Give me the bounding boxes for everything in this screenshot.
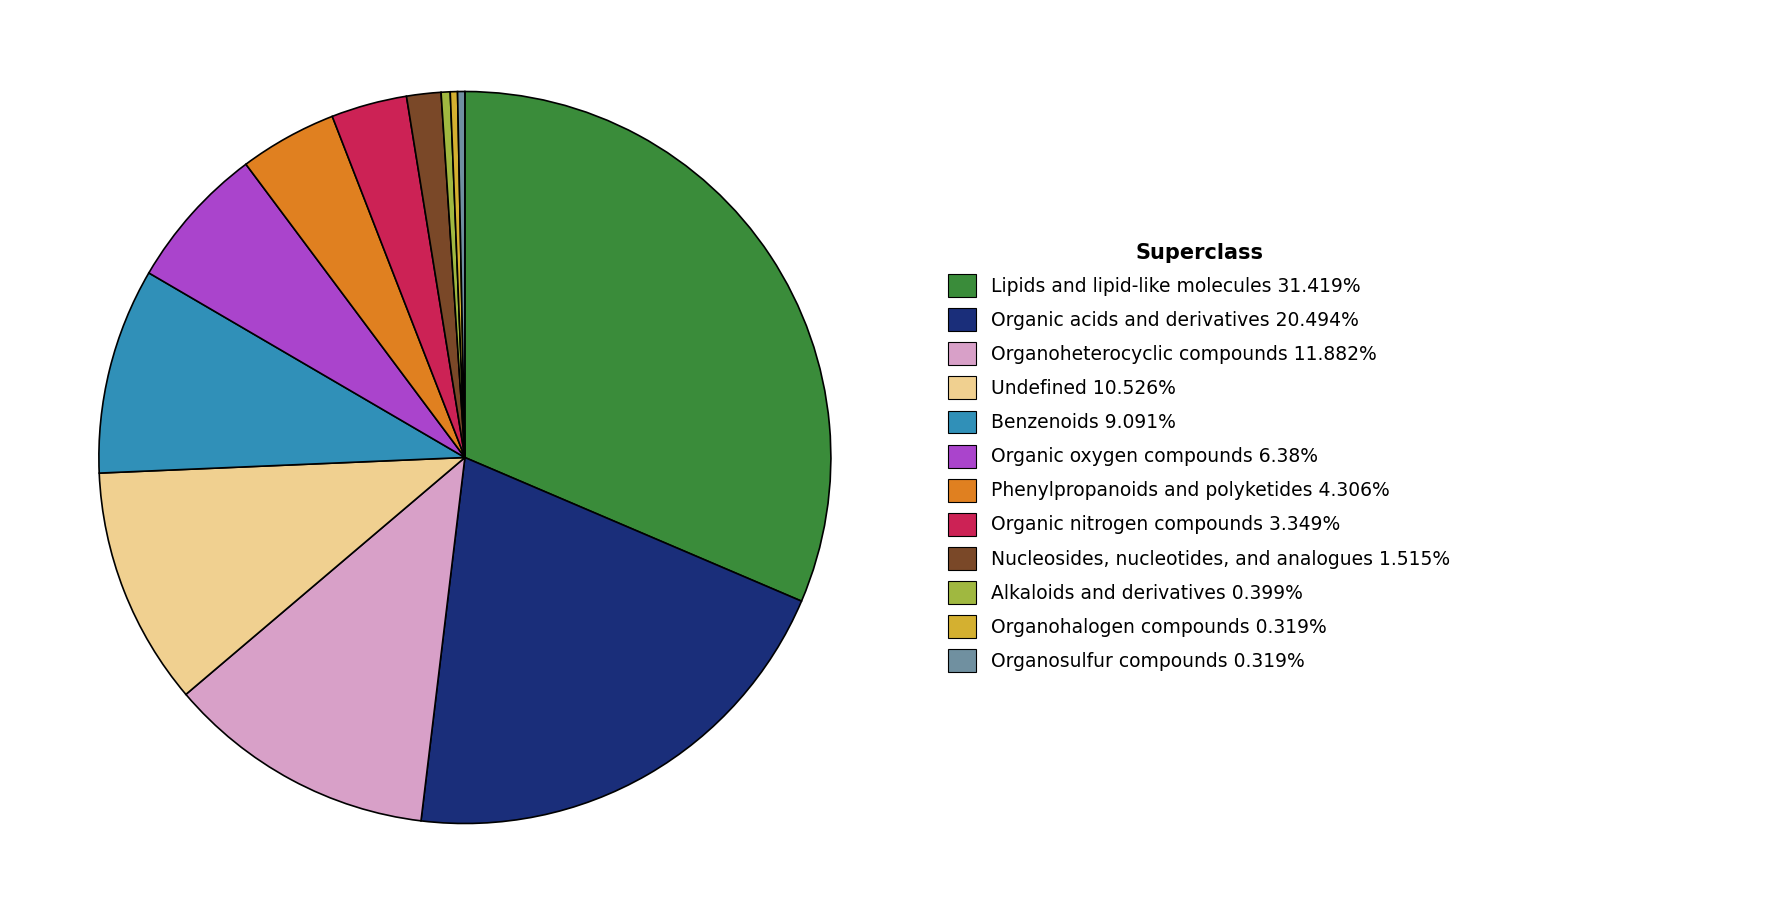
Wedge shape <box>420 458 801 824</box>
Wedge shape <box>406 92 465 458</box>
Wedge shape <box>465 92 831 601</box>
Wedge shape <box>451 92 465 458</box>
Wedge shape <box>247 116 465 458</box>
Wedge shape <box>98 273 465 473</box>
Wedge shape <box>186 458 465 821</box>
Wedge shape <box>148 164 465 458</box>
Wedge shape <box>98 458 465 694</box>
Wedge shape <box>458 92 465 458</box>
Legend: Lipids and lipid-like molecules 31.419%, Organic acids and derivatives 20.494%, : Lipids and lipid-like molecules 31.419%,… <box>948 242 1450 673</box>
Wedge shape <box>333 96 465 458</box>
Wedge shape <box>442 92 465 458</box>
